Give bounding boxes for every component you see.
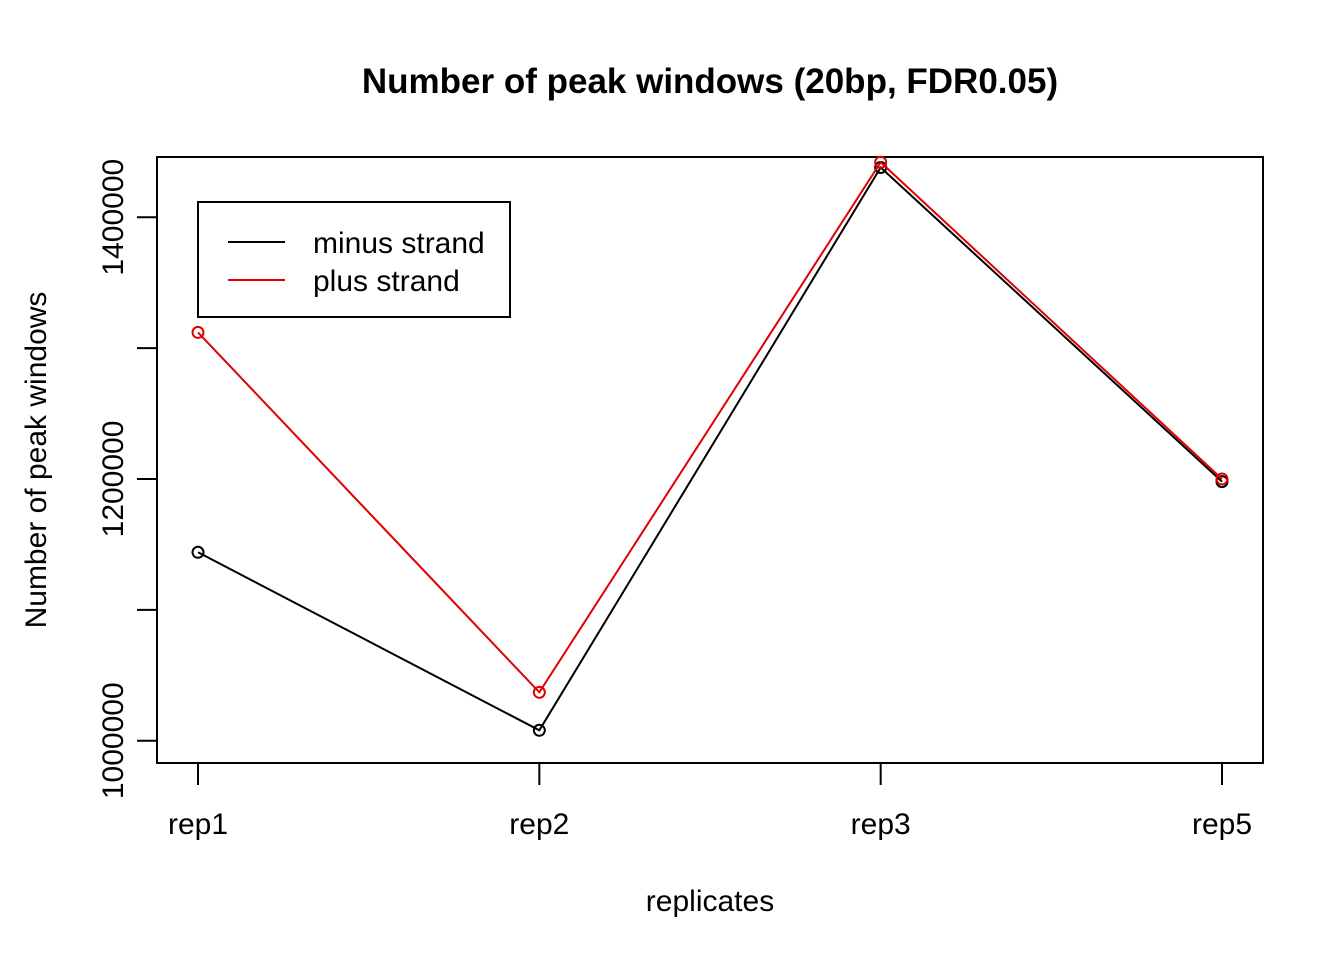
legend-label-minus-strand: minus strand [313, 227, 485, 260]
x-tick-label-rep2: rep2 [509, 808, 569, 841]
legend: minus strand plus strand [197, 201, 511, 318]
y-axis-label: Number of peak windows [20, 292, 53, 629]
x-axis-label: replicates [646, 885, 774, 918]
point-minus-strand-rep2 [532, 723, 546, 737]
point-plus-strand-rep2 [532, 685, 546, 699]
y-tick-label-1400000: 1400000 [97, 159, 130, 276]
x-tick-label-rep1: rep1 [168, 808, 228, 841]
legend-box [197, 201, 511, 318]
point-plus-strand-rep1 [191, 325, 205, 339]
y-axis: 1000000 1200000 1400000 [97, 159, 157, 799]
series-line-plus-strand [197, 160, 1223, 694]
chart-title: Number of peak windows (20bp, FDR0.05) [362, 62, 1058, 101]
plot-frame [156, 156, 1264, 764]
legend-label-plus-strand: plus strand [313, 265, 460, 298]
x-tick-label-rep3: rep3 [851, 808, 911, 841]
point-minus-strand-rep1 [191, 545, 205, 559]
point-plus-strand-rep5 [1215, 472, 1229, 486]
series-layer [191, 155, 1229, 737]
series-plus-strand [191, 155, 1229, 699]
point-plus-strand-rep3 [874, 155, 888, 169]
series-minus-strand [191, 160, 1229, 737]
series-line-minus-strand [197, 165, 1223, 732]
y-tick-label-1200000: 1200000 [97, 421, 130, 538]
x-tick-label-rep5: rep5 [1192, 808, 1252, 841]
x-axis: rep1 rep2 rep3 rep5 [168, 763, 1252, 841]
y-tick-label-1000000: 1000000 [97, 682, 130, 799]
